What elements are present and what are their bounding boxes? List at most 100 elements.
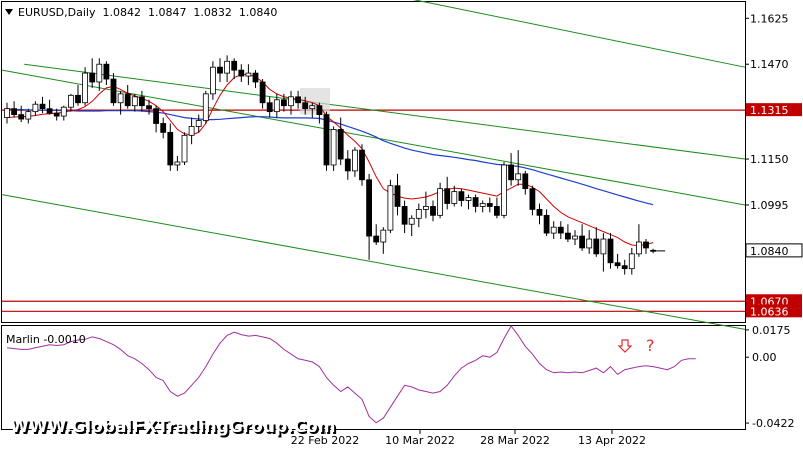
candle-body xyxy=(75,94,81,104)
indicator-panel-frame xyxy=(1,325,746,430)
candle-body xyxy=(53,112,60,117)
candle-body xyxy=(181,134,188,163)
candle-body xyxy=(266,102,273,113)
candle-body xyxy=(565,232,571,240)
candle xyxy=(465,194,472,210)
candle-body xyxy=(543,214,550,234)
candle-body xyxy=(174,161,181,166)
candle-body xyxy=(217,66,223,74)
indicator-tick-label: 0.00 xyxy=(752,351,777,364)
candle-body xyxy=(188,126,195,136)
candle-body xyxy=(224,60,231,74)
candle xyxy=(572,230,578,245)
candle xyxy=(181,132,188,165)
candle-body xyxy=(401,206,408,225)
time-tick-label: 13 Apr 2022 xyxy=(578,434,646,447)
watermark-text: WWW.GlobalFXTradingGroup.Com xyxy=(10,417,335,437)
candle xyxy=(408,215,415,237)
candle xyxy=(351,147,358,177)
candle-body xyxy=(131,96,138,107)
candle xyxy=(202,90,209,124)
candle xyxy=(508,153,515,186)
candle-body xyxy=(316,105,323,115)
candle xyxy=(380,227,387,254)
symbol-menu-button[interactable] xyxy=(5,9,13,15)
candle xyxy=(579,224,585,251)
candle-body xyxy=(103,63,110,80)
candle xyxy=(458,188,465,207)
candle xyxy=(323,111,330,171)
level-label-box xyxy=(746,103,802,117)
candle-body xyxy=(309,105,316,110)
candle xyxy=(415,203,422,228)
candle xyxy=(153,105,160,133)
candle xyxy=(536,203,543,225)
candle xyxy=(621,259,628,275)
candle-body xyxy=(209,66,216,95)
candle-body xyxy=(572,235,578,240)
candle-body xyxy=(586,238,593,249)
candle xyxy=(366,173,373,260)
candle xyxy=(131,93,138,112)
candle xyxy=(188,117,195,145)
candle xyxy=(600,233,607,272)
candle-body xyxy=(110,78,117,104)
candle-body xyxy=(422,206,429,210)
candle-body xyxy=(600,238,607,255)
candle xyxy=(550,221,557,240)
candle xyxy=(110,73,117,106)
candle-body xyxy=(46,108,53,114)
candle-body xyxy=(359,149,365,181)
candle xyxy=(437,182,444,219)
candle-body xyxy=(472,197,479,207)
candle-body xyxy=(11,108,18,115)
candle xyxy=(515,150,522,186)
candle xyxy=(224,55,231,82)
indicator-plot-area xyxy=(6,325,696,424)
candle xyxy=(103,61,110,85)
candle xyxy=(650,248,656,254)
level-label-1.0636: 1.0636 xyxy=(750,305,789,318)
candle-body xyxy=(138,96,145,107)
candle-body xyxy=(167,131,174,166)
candle-body xyxy=(96,63,103,83)
candle-body xyxy=(295,96,302,104)
price-tick-label: 1.1470 xyxy=(750,58,789,71)
candle xyxy=(209,61,216,100)
triangle-down-icon[interactable] xyxy=(5,9,13,15)
candle xyxy=(387,179,394,234)
candle xyxy=(557,221,564,240)
candle-body xyxy=(430,206,436,216)
candle xyxy=(501,162,507,219)
price-tick-label: 1.0995 xyxy=(750,199,789,212)
candle xyxy=(231,58,238,80)
candle xyxy=(60,105,67,121)
candle xyxy=(309,102,316,118)
candle xyxy=(117,90,124,115)
candle xyxy=(330,126,337,171)
candle-body xyxy=(437,188,444,216)
candle xyxy=(607,233,614,269)
candle-body xyxy=(493,206,500,216)
highlight-zone xyxy=(300,87,330,115)
candle-body xyxy=(643,241,649,249)
candle-body xyxy=(394,185,401,207)
candle-body xyxy=(579,235,585,249)
candle xyxy=(96,58,103,91)
time-axis-strip xyxy=(0,430,803,453)
candle xyxy=(11,101,18,118)
candle-body xyxy=(628,253,635,270)
candle-body xyxy=(344,158,351,172)
candle xyxy=(46,99,53,115)
candle xyxy=(344,150,351,180)
candle xyxy=(337,117,344,165)
price-tick-label: 1.1625 xyxy=(750,12,789,25)
channel-top xyxy=(412,0,746,68)
candle xyxy=(195,114,202,133)
candle-body xyxy=(444,188,451,204)
candle xyxy=(146,99,152,115)
question-mark: ? xyxy=(646,336,655,355)
channel-upper xyxy=(24,63,746,160)
